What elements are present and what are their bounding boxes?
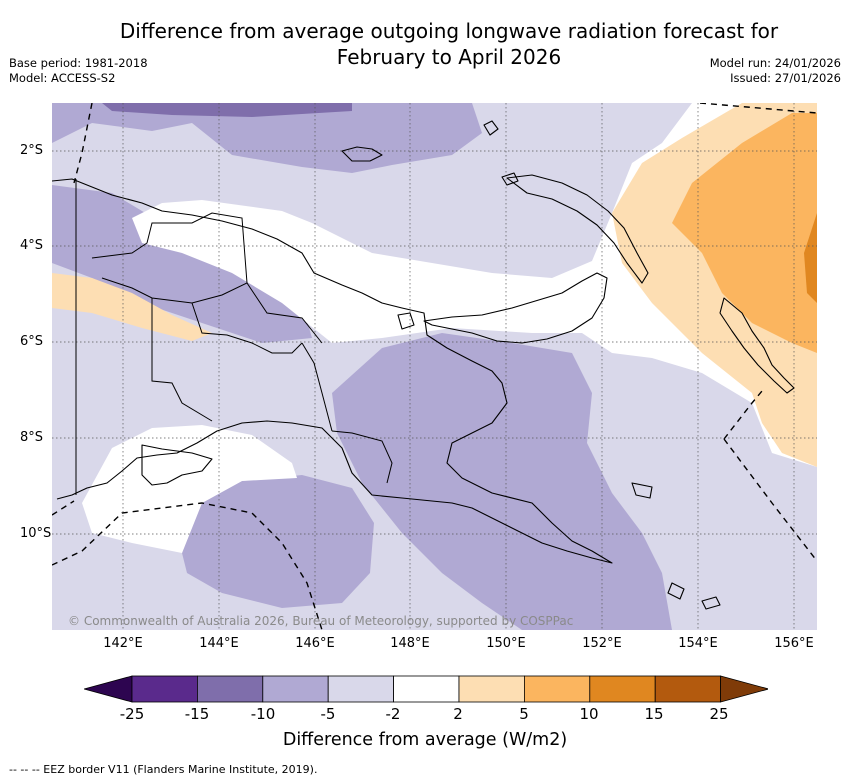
map-title-line-2: February to April 2026 — [336, 45, 562, 69]
eez-border — [52, 103, 817, 630]
run-info: Model run: 24/01/2026 Issued: 27/01/2026 — [710, 56, 841, 86]
lat-tick-6s: 6°S — [20, 334, 44, 349]
lat-tick-8s: 8°S — [20, 430, 44, 445]
lat-tick-10s: 10°S — [20, 526, 52, 541]
negative-anomaly-band-west — [52, 185, 312, 343]
colorbar-segment-7 — [523, 675, 591, 703]
negative-anomaly-band-north — [52, 103, 482, 173]
lat-tick-4s: 4°S — [20, 238, 44, 253]
colorbar-segment-6 — [458, 675, 525, 703]
positive-anomaly-east-strong — [672, 113, 817, 353]
issued-date: Issued: 27/01/2026 — [730, 71, 841, 85]
graticule — [52, 103, 817, 630]
base-period: Base period: 1981-2018 — [9, 56, 148, 70]
colorbar-segment-3 — [262, 675, 329, 703]
colorbar-label-neg10: -10 — [250, 705, 276, 723]
colorbar-label-2: 2 — [453, 705, 463, 723]
colorbar-label-15: 15 — [644, 705, 664, 723]
lon-tick-154e: 154°E — [678, 636, 718, 651]
torres-strait-coast — [141, 444, 213, 486]
colorbar-segment-1 — [131, 675, 198, 703]
colorbar-segments — [84, 675, 768, 703]
colorbar — [84, 675, 768, 703]
colorbar-label-neg5: -5 — [320, 705, 336, 723]
new-britain-coastline — [423, 272, 608, 344]
louisiade-archipelago — [631, 482, 721, 610]
north-coast-islands — [397, 120, 519, 330]
colorbar-title: Difference from average (W/m2) — [282, 730, 568, 750]
new-ireland-coastline — [506, 174, 649, 284]
lon-tick-156e: 156°E — [774, 636, 814, 651]
olr-anomaly-map — [52, 103, 817, 630]
model-name: Model: ACCESS-S2 — [9, 71, 116, 85]
colorbar-over-arrow — [720, 675, 768, 703]
lon-tick-148e: 148°E — [390, 636, 430, 651]
colorbar-label-neg15: -15 — [184, 705, 210, 723]
eez-legend: -- -- -- EEZ border V11 (Flanders Marine… — [9, 763, 318, 776]
colorbar-under-arrow — [84, 675, 133, 703]
new-guinea-coastline — [52, 178, 613, 564]
colorbar-segment-8 — [589, 675, 656, 703]
colorbar-segment-4 — [327, 675, 394, 703]
lon-tick-152e: 152°E — [582, 636, 622, 651]
colorbar-segment-5 — [393, 675, 460, 703]
coastlines — [52, 120, 795, 610]
strong-negative-strip-north — [102, 103, 352, 117]
near-average-patch-southwest — [82, 425, 297, 553]
positive-anomaly-west — [52, 273, 212, 341]
model-run-date: Model run: 24/01/2026 — [709, 56, 841, 70]
lon-tick-146e: 146°E — [295, 636, 335, 651]
colorbar-label-25: 25 — [709, 705, 729, 723]
colorbar-label-neg2: -2 — [385, 705, 401, 723]
colorbar-label-5: 5 — [519, 705, 529, 723]
lon-tick-142e: 142°E — [103, 636, 143, 651]
map-title: Difference from average outgoing longwav… — [0, 18, 850, 70]
provincial-borders — [75, 179, 393, 495]
negative-anomaly-patch-gulf — [182, 475, 374, 608]
bougainville-coastline — [719, 297, 795, 394]
colorbar-segment-2 — [197, 675, 264, 703]
colorbar-segment-9 — [654, 675, 722, 703]
model-info: Base period: 1981-2018 Model: ACCESS-S2 — [9, 56, 148, 86]
manus-island-coastline — [341, 146, 383, 162]
map-title-line-1: Difference from average outgoing longwav… — [119, 19, 779, 43]
colorbar-label-neg25: -25 — [119, 705, 145, 723]
copyright-notice: © Commonwealth of Australia 2026, Bureau… — [68, 614, 574, 628]
lon-tick-150e: 150°E — [486, 636, 526, 651]
lat-tick-2s: 2°S — [20, 143, 44, 158]
lon-tick-144e: 144°E — [199, 636, 239, 651]
positive-anomaly-east-core — [804, 213, 817, 303]
negative-anomaly-band-east — [332, 333, 672, 630]
colorbar-label-10: 10 — [579, 705, 599, 723]
